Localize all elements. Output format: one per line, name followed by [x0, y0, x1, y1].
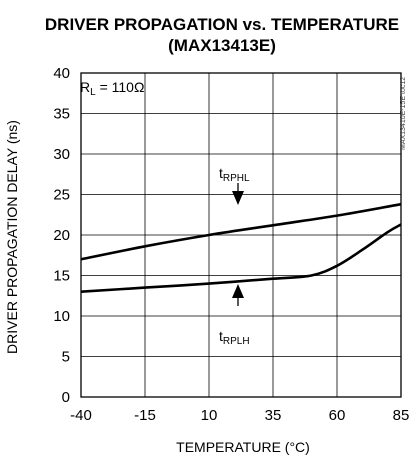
grid: [81, 73, 401, 397]
chart-title-line1: DRIVER PROPAGATION vs. TEMPERATURE: [45, 15, 399, 34]
y-tick-label: 10: [53, 308, 70, 325]
plot-frame: [80, 72, 402, 398]
x-tick-label: 60: [329, 407, 346, 424]
series-label-rphl: tRPHL: [219, 165, 250, 184]
x-tick-label: -15: [134, 407, 156, 424]
y-tick-label: 20: [53, 227, 70, 244]
y-tick-label: 5: [62, 349, 70, 366]
y-tick-label: 0: [62, 389, 70, 406]
y-tick-label: 15: [53, 268, 70, 285]
y-tick-label: 25: [53, 187, 70, 204]
y-tick-label: 30: [53, 146, 70, 163]
y-tick-label: 35: [53, 106, 70, 123]
series-group: [80, 202, 402, 293]
series-label-rplh: tRPLH: [219, 328, 250, 347]
x-tick-label: -40: [70, 407, 92, 424]
y-tick-label: 40: [53, 65, 70, 82]
chart-title-line2: (MAX13413E): [168, 36, 276, 55]
series-line-rplh: [80, 223, 402, 293]
x-tick-label: 10: [201, 407, 218, 424]
x-tick-label: 85: [393, 407, 410, 424]
arrow-rplh: [232, 284, 244, 306]
condition-label: RL = 110Ω: [80, 79, 144, 98]
x-tick-label: 35: [265, 407, 282, 424]
series-line-rphl: [80, 202, 402, 261]
x-axis-label: TEMPERATURE (°C): [176, 439, 310, 455]
ticks: -40 -15 10 35 60 85 0 5 10 15 20 25 30 35 40: [53, 65, 409, 424]
y-axis-label: DRIVER PROPAGATION DELAY (ns): [4, 120, 20, 354]
figure-id-label: MAX13410E-15E toc12: [400, 77, 407, 150]
arrow-rphl: [232, 183, 244, 205]
